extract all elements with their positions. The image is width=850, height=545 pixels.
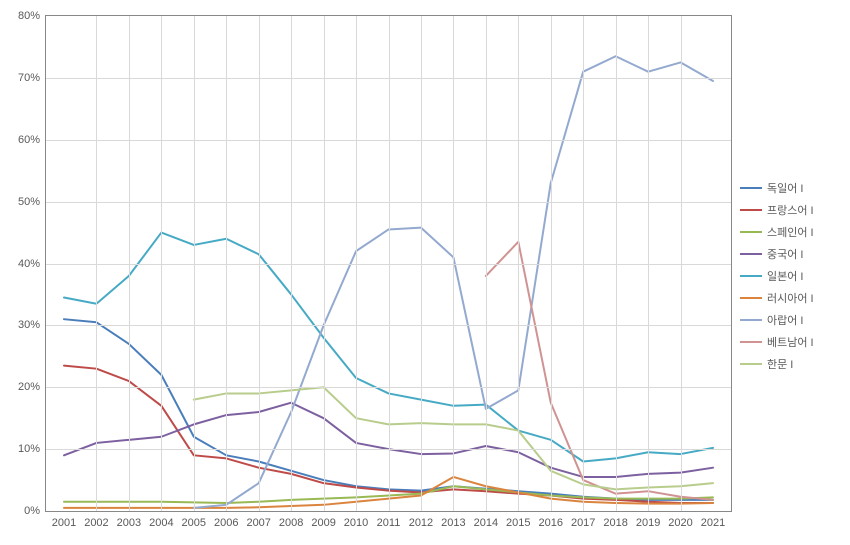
legend-swatch <box>740 319 762 321</box>
x-tick-label: 2015 <box>506 517 530 529</box>
grid-line-vertical <box>486 16 487 511</box>
y-tick-label: 60% <box>18 134 40 146</box>
x-tick-label: 2004 <box>149 517 173 529</box>
x-tick-label: 2021 <box>701 517 725 529</box>
legend-swatch <box>740 341 762 343</box>
y-tick-label: 30% <box>18 319 40 331</box>
grid-line-vertical <box>161 16 162 511</box>
grid-line-vertical <box>291 16 292 511</box>
grid-line-vertical <box>259 16 260 511</box>
legend-label: 일본어 I <box>767 268 803 284</box>
x-tick-label: 2003 <box>117 517 141 529</box>
x-tick-label: 2012 <box>409 517 433 529</box>
grid-line-vertical <box>518 16 519 511</box>
x-tick-label: 2006 <box>214 517 238 529</box>
grid-line-vertical <box>453 16 454 511</box>
legend-item: 한문 I <box>740 356 814 372</box>
legend-item: 스페인어 I <box>740 224 814 240</box>
grid-line-vertical <box>616 16 617 511</box>
x-tick-label: 2014 <box>474 517 498 529</box>
x-tick-label: 2001 <box>52 517 76 529</box>
legend-label: 독일어 I <box>767 180 803 196</box>
x-tick-label: 2011 <box>377 517 401 529</box>
x-tick-label: 2010 <box>344 517 368 529</box>
y-tick-label: 0% <box>24 505 40 517</box>
legend: 독일어 I 프랑스어 I 스페인어 I 중국어 I 일본어 I 러시아어 I 아랍어 I 베트… <box>740 180 814 378</box>
legend-swatch <box>740 297 762 299</box>
y-tick-label: 40% <box>18 258 40 270</box>
legend-swatch <box>740 231 762 233</box>
legend-label: 러시아어 I <box>767 290 814 306</box>
grid-line-vertical <box>324 16 325 511</box>
legend-label: 중국어 I <box>767 246 803 262</box>
series-line <box>486 242 713 500</box>
x-tick-label: 2013 <box>441 517 465 529</box>
grid-line-vertical <box>129 16 130 511</box>
grid-line-vertical <box>583 16 584 511</box>
legend-label: 스페인어 I <box>767 224 814 240</box>
grid-line-vertical <box>421 16 422 511</box>
y-tick-label: 20% <box>18 381 40 393</box>
plot-area: 0%10%20%30%40%50%60%70%80%20012002200320… <box>45 15 732 512</box>
line-chart: 0% 10% 20% 30% 40% 50% 60% 70% 80% 2001 2002 2003 20… <box>0 0 850 545</box>
legend-label: 프랑스어 I <box>767 202 814 218</box>
y-tick-label: 50% <box>18 196 40 208</box>
legend-swatch <box>740 363 762 365</box>
x-tick-label: 2019 <box>636 517 660 529</box>
legend-swatch <box>740 253 762 255</box>
y-tick-label: 10% <box>18 443 40 455</box>
grid-line-vertical <box>681 16 682 511</box>
x-tick-label: 2002 <box>84 517 108 529</box>
x-tick-label: 2008 <box>279 517 303 529</box>
legend-item: 베트남어 I <box>740 334 814 350</box>
legend-label: 한문 I <box>767 356 793 372</box>
grid-line-vertical <box>356 16 357 511</box>
grid-line-vertical <box>551 16 552 511</box>
legend-item: 프랑스어 I <box>740 202 814 218</box>
legend-item: 아랍어 I <box>740 312 814 328</box>
legend-swatch <box>740 275 762 277</box>
x-tick-label: 2017 <box>571 517 595 529</box>
x-tick-label: 2007 <box>246 517 270 529</box>
legend-label: 베트남어 I <box>767 334 814 350</box>
x-tick-label: 2005 <box>182 517 206 529</box>
grid-line-vertical <box>96 16 97 511</box>
legend-item: 독일어 I <box>740 180 814 196</box>
legend-item: 중국어 I <box>740 246 814 262</box>
legend-label: 아랍어 I <box>767 312 803 328</box>
x-tick-label: 2018 <box>603 517 627 529</box>
legend-swatch <box>740 209 762 211</box>
y-tick-label: 80% <box>18 10 40 22</box>
x-tick-label: 2009 <box>311 517 335 529</box>
legend-item: 러시아어 I <box>740 290 814 306</box>
grid-line-vertical <box>648 16 649 511</box>
x-tick-label: 2016 <box>539 517 563 529</box>
y-tick-label: 70% <box>18 72 40 84</box>
legend-swatch <box>740 187 762 189</box>
x-tick-label: 2020 <box>668 517 692 529</box>
grid-line-vertical <box>226 16 227 511</box>
grid-line-vertical <box>389 16 390 511</box>
legend-item: 일본어 I <box>740 268 814 284</box>
grid-line-vertical <box>194 16 195 511</box>
